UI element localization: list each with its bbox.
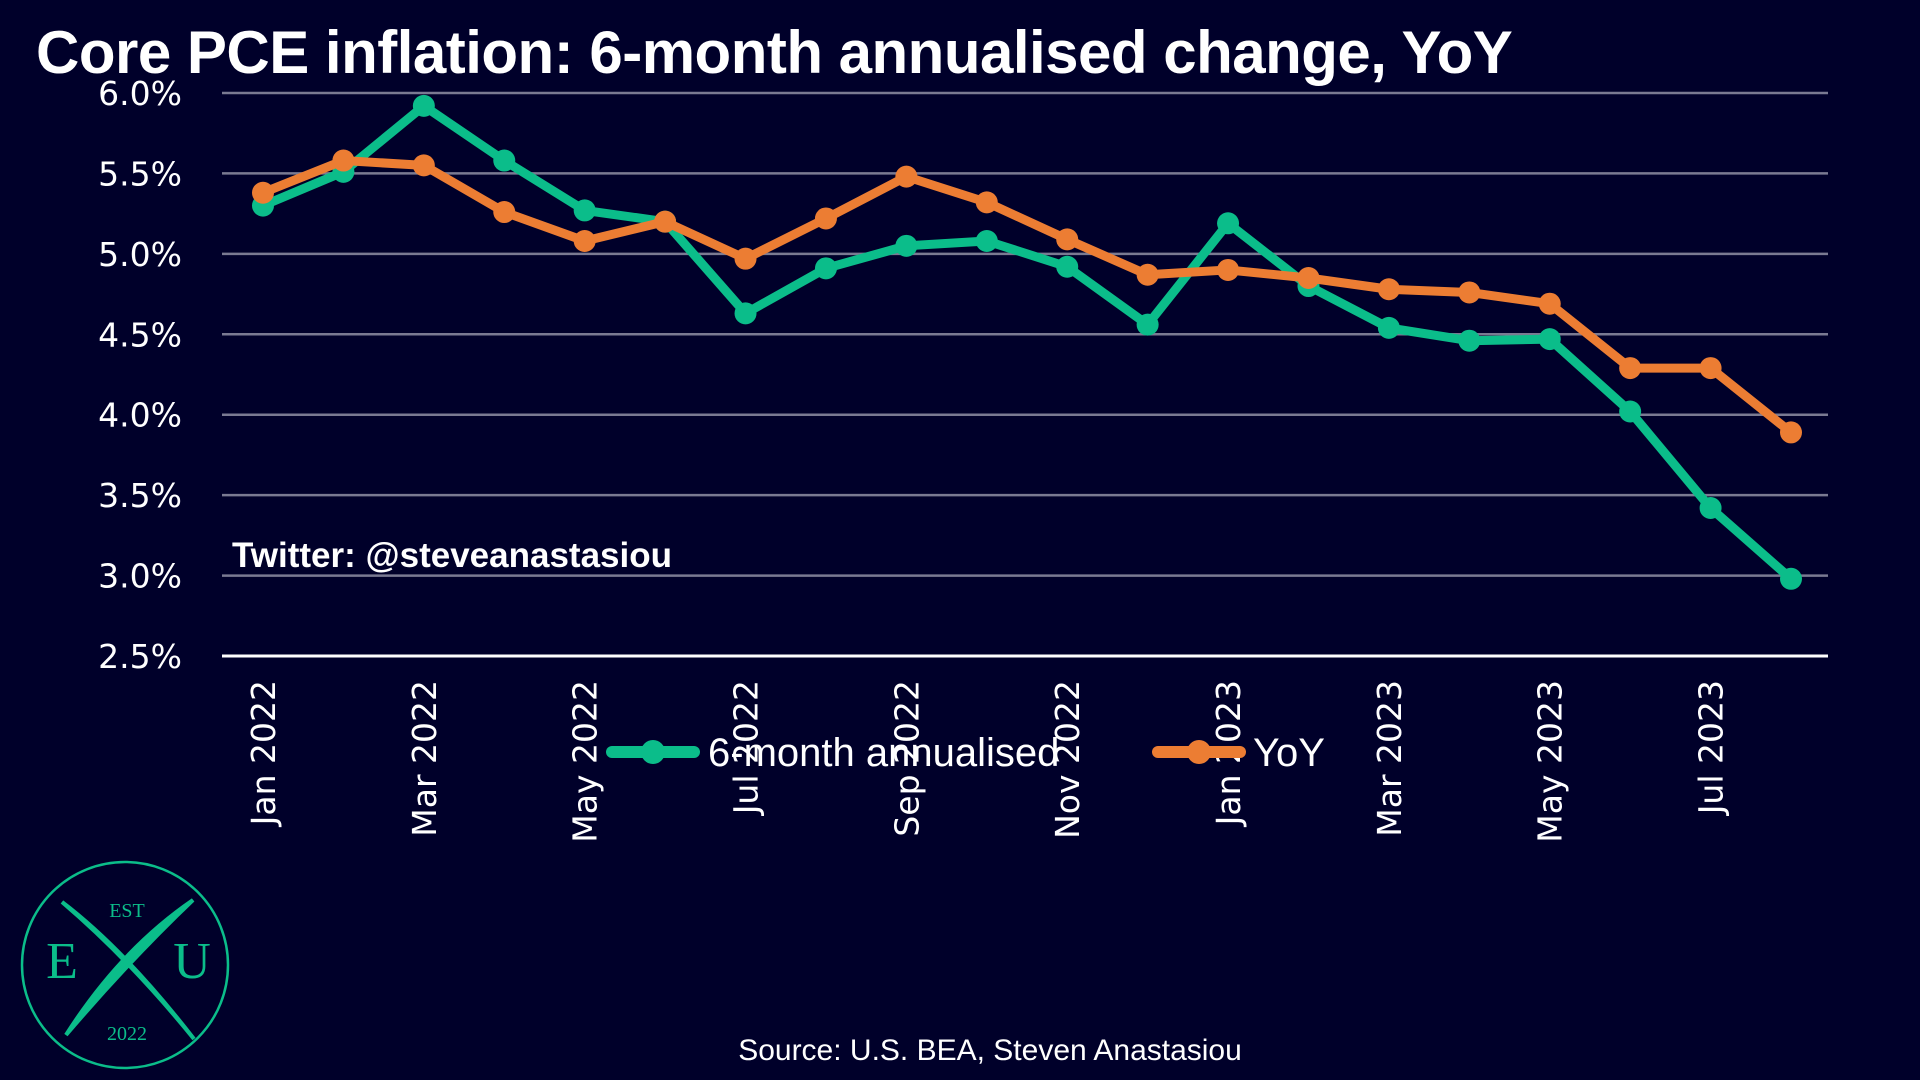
data-point bbox=[1217, 212, 1240, 235]
data-point bbox=[814, 207, 837, 230]
logo-letter-u: U bbox=[173, 933, 211, 990]
data-point bbox=[412, 94, 435, 117]
x-tick-label: Mar 2022 bbox=[405, 680, 444, 837]
x-tick-label: Mar 2023 bbox=[1370, 680, 1409, 837]
data-point bbox=[1619, 357, 1642, 380]
x-axis-ticks: Jan 2022 Mar 2022 May 2022 Jul 2022 Sep 2022… bbox=[244, 680, 1731, 843]
x-tick-label: Jul 2022 bbox=[727, 680, 766, 816]
series-line bbox=[258, 101, 1796, 584]
data-point bbox=[1699, 497, 1722, 520]
data-point bbox=[493, 201, 516, 224]
legend-label: 6-month annualised bbox=[708, 731, 1059, 775]
y-tick-label: 3.5% bbox=[98, 476, 182, 515]
x-tick-label: Sep 2022 bbox=[887, 680, 926, 837]
series-6-month-annualised bbox=[252, 94, 1802, 590]
legend: 6-month annualised YoY bbox=[606, 731, 1325, 775]
chart-title: Core PCE inflation: 6-month annualised c… bbox=[36, 19, 1513, 86]
logo-letter-e: E bbox=[46, 933, 78, 990]
x-tick-label: Jul 2023 bbox=[1692, 680, 1731, 816]
logo-x-stroke bbox=[64, 898, 195, 1037]
data-point bbox=[1458, 329, 1481, 352]
data-point bbox=[1056, 228, 1079, 251]
data-point bbox=[573, 229, 596, 252]
data-point bbox=[1136, 313, 1159, 336]
data-point bbox=[1136, 263, 1159, 286]
data-point bbox=[975, 229, 998, 252]
y-tick-label: 3.0% bbox=[98, 557, 182, 596]
y-tick-label: 4.0% bbox=[98, 396, 182, 435]
data-point bbox=[1780, 421, 1802, 444]
twitter-annotation: Twitter: @steveanastasiou bbox=[232, 536, 672, 575]
data-point bbox=[895, 165, 918, 188]
data-point bbox=[1538, 292, 1561, 315]
data-point bbox=[493, 149, 516, 172]
data-point bbox=[1377, 278, 1400, 301]
data-point bbox=[895, 234, 918, 257]
data-point bbox=[1458, 281, 1481, 304]
logo-year: 2022 bbox=[107, 1023, 147, 1045]
data-point bbox=[734, 302, 757, 325]
data-point bbox=[332, 149, 355, 172]
y-tick-label: 4.5% bbox=[98, 315, 182, 354]
y-tick-label: 2.5% bbox=[98, 637, 182, 676]
data-point bbox=[1377, 316, 1400, 339]
x-tick-label: Jan 2022 bbox=[244, 680, 283, 827]
y-axis-ticks: 2.5% 3.0% 3.5% 4.0% 4.5% 5.0% 5.5% 6.0% bbox=[98, 74, 182, 676]
legend-label: YoY bbox=[1253, 731, 1325, 775]
series-yoy bbox=[252, 149, 1802, 444]
data-point bbox=[1619, 400, 1642, 423]
x-tick-label: Nov 2022 bbox=[1048, 680, 1087, 839]
legend-swatch-marker bbox=[1187, 740, 1211, 764]
series-line bbox=[258, 156, 1796, 437]
data-point bbox=[573, 199, 596, 222]
data-point bbox=[1056, 255, 1079, 278]
logo-x-stroke bbox=[60, 900, 196, 1041]
legend-swatch-marker bbox=[641, 740, 665, 764]
data-point bbox=[412, 154, 435, 177]
data-point bbox=[1699, 357, 1722, 380]
data-point bbox=[1297, 266, 1320, 289]
legend-item-yoy[interactable]: YoY bbox=[1152, 731, 1325, 775]
x-tick-label: May 2023 bbox=[1531, 680, 1570, 843]
y-tick-label: 6.0% bbox=[98, 74, 182, 113]
data-point bbox=[1780, 567, 1802, 590]
logo-est: EST bbox=[109, 900, 145, 922]
data-point bbox=[734, 247, 757, 270]
x-tick-label: May 2022 bbox=[566, 680, 605, 843]
y-tick-label: 5.0% bbox=[98, 235, 182, 274]
data-point bbox=[654, 210, 677, 233]
exu-logo: EST E U 2022 bbox=[20, 860, 230, 1070]
data-point bbox=[814, 257, 837, 280]
data-point bbox=[1217, 258, 1240, 281]
logo-circle bbox=[20, 860, 230, 1070]
y-tick-label: 5.5% bbox=[98, 154, 182, 193]
legend-item-6-month-annualised[interactable]: 6-month annualised bbox=[606, 731, 1059, 775]
data-point bbox=[1538, 328, 1561, 351]
data-point bbox=[252, 181, 274, 204]
source-note: Source: U.S. BEA, Steven Anastasiou bbox=[738, 1034, 1242, 1067]
series-group bbox=[252, 94, 1802, 590]
data-point bbox=[975, 191, 998, 214]
